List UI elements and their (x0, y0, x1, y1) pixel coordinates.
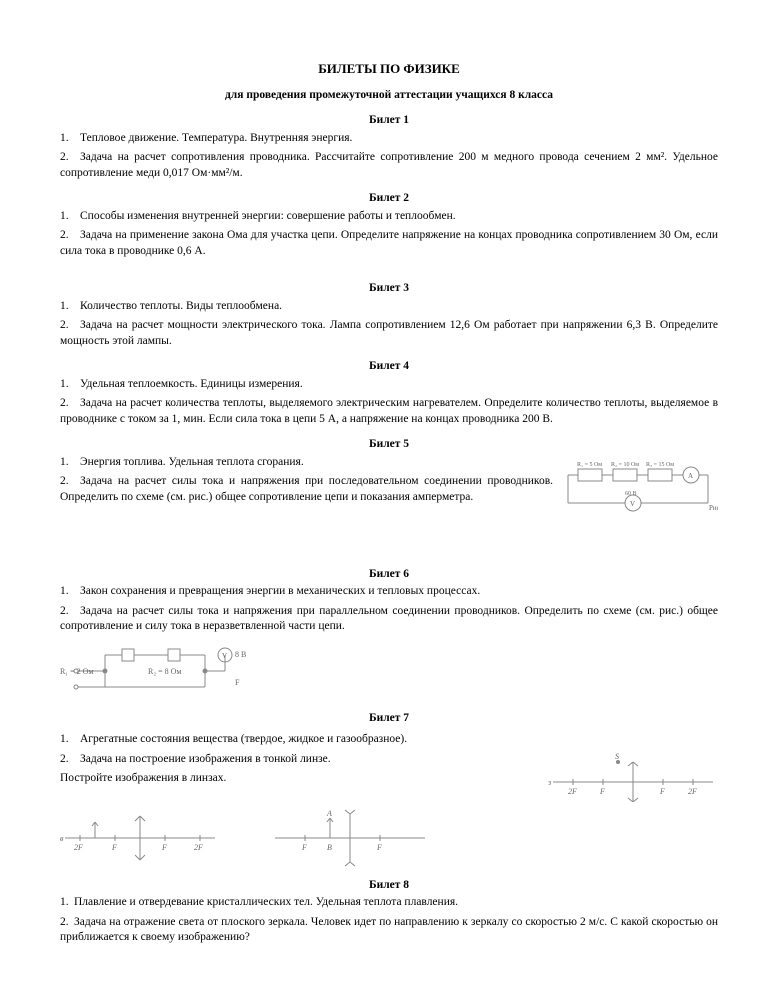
ticket-6-q1: 1.Закон сохранения и превращения энергии… (60, 584, 718, 600)
ticket-5-row: 1.Энергия топлива. Удельная теплота сгор… (60, 455, 718, 517)
item-text: Задача на расчет силы тока и напряжения … (60, 475, 553, 503)
ticket-7-q1: 1.Агрегатные состояния вещества (твердое… (60, 732, 718, 748)
document-page: БИЛЕТЫ ПО ФИЗИКЕ для проведения промежут… (0, 0, 768, 994)
item-number: 2. (60, 150, 80, 166)
series-circuit-diagram: R₁ = 5 Ом R₂ = 10 Ом R₃ = 15 Ом A V 60 В… (563, 455, 718, 517)
svg-text:B: B (327, 843, 332, 852)
ticket-6-q2: 2.Задача на расчет силы тока и напряжени… (60, 604, 718, 635)
caption: Рис. (709, 504, 718, 512)
ticket-7-row: 2.Задача на построение изображения в тон… (60, 752, 718, 802)
svg-text:2F: 2F (568, 787, 577, 796)
ticket-4-q2: 2.Задача на расчет количества теплоты, в… (60, 396, 718, 427)
item-number: 2. (60, 474, 80, 490)
parallel-circuit-diagram: R₁ = 2 Ом R₂ = 8 Ом V 8 В F (60, 641, 718, 701)
item-number: 1. (60, 209, 80, 225)
v-label: 8 В (235, 650, 246, 659)
svg-text:F: F (659, 787, 665, 796)
svg-text:A: A (688, 472, 693, 480)
lens-diagram-2: A B F F (270, 808, 430, 868)
item-text: Задача на расчет сопротивления проводник… (60, 151, 718, 179)
item-text: Энергия топлива. Удельная теплота сгоран… (80, 456, 304, 468)
r2-label: R₂ = 8 Ом (148, 667, 181, 676)
item-number: 1. (60, 299, 80, 315)
ticket-2-q1: 1.Способы изменения внутренней энергии: … (60, 209, 718, 225)
r2-label: R₂ = 10 Ом (611, 462, 639, 468)
svg-text:F: F (376, 843, 382, 852)
ticket-1-header: Билет 1 (60, 113, 718, 129)
item-text: Тепловое движение. Температура. Внутренн… (80, 132, 352, 144)
ticket-4-header: Билет 4 (60, 359, 718, 375)
item-text: Задача на применение закона Ома для учас… (60, 229, 718, 257)
item-text: Задача на расчет количества теплоты, выд… (60, 397, 718, 425)
item-number: 2. (60, 228, 80, 244)
svg-text:A: A (326, 809, 332, 818)
item-number: 2. (60, 318, 80, 334)
ticket-8-header: Билет 8 (60, 878, 718, 894)
svg-text:F: F (301, 843, 307, 852)
item-number: 2. (60, 915, 74, 931)
ticket-6-header: Билет 6 (60, 567, 718, 583)
ticket-8-q1: 1.Плавление и отвердевание кристаллическ… (60, 895, 718, 911)
item-text: Способы изменения внутренней энергии: со… (80, 210, 456, 222)
item-number: 1. (60, 584, 80, 600)
svg-text:F: F (111, 843, 117, 852)
item-number: 1. (60, 131, 80, 147)
lens-diagram-3: S 2F F F 2F з (548, 752, 718, 802)
svg-text:в: в (60, 834, 64, 843)
ticket-5-q2: 2.Задача на расчет силы тока и напряжени… (60, 474, 553, 505)
svg-text:S: S (615, 752, 619, 761)
svg-text:2F: 2F (688, 787, 697, 796)
r3-label: R₃ = 15 Ом (646, 462, 674, 468)
item-number: 1. (60, 455, 80, 471)
ticket-2-header: Билет 2 (60, 191, 718, 207)
page-subtitle: для проведения промежуточной аттестации … (60, 88, 718, 104)
r1-label: R₁ = 2 Ом (60, 667, 93, 676)
ticket-3-header: Билет 3 (60, 281, 718, 297)
svg-text:2F: 2F (74, 843, 83, 852)
ticket-4-q1: 1.Удельная теплоемкость. Единицы измерен… (60, 377, 718, 393)
item-number: 1. (60, 895, 74, 911)
item-text: Задача на расчет мощности электрического… (60, 319, 718, 347)
page-title: БИЛЕТЫ ПО ФИЗИКЕ (60, 60, 718, 78)
svg-text:2F: 2F (194, 843, 203, 852)
v-label: 60 В (625, 491, 637, 497)
item-number: 1. (60, 732, 80, 748)
ticket-7-q2: 2.Задача на построение изображения в тон… (60, 752, 538, 768)
item-number: 1. (60, 377, 80, 393)
ticket-5-q1: 1.Энергия топлива. Удельная теплота сгор… (60, 455, 553, 471)
svg-text:V: V (630, 500, 635, 508)
ticket-7-header: Билет 7 (60, 711, 718, 727)
item-text: Удельная теплоемкость. Единицы измерения… (80, 378, 303, 390)
svg-text:з: з (548, 778, 551, 787)
ticket-1-q2: 2.Задача на расчет сопротивления проводн… (60, 150, 718, 181)
item-text: Задача на построение изображения в тонко… (80, 753, 331, 765)
item-number: 2. (60, 752, 80, 768)
lens-diagram-1: в 2F F F 2F (60, 808, 220, 868)
ticket-1-q1: 1.Тепловое движение. Температура. Внутре… (60, 131, 718, 147)
svg-text:V: V (222, 652, 227, 660)
svg-text:F: F (599, 787, 605, 796)
ticket-5-header: Билет 5 (60, 437, 718, 453)
item-number: 2. (60, 604, 80, 620)
ticket-2-q2: 2.Задача на применение закона Ома для уч… (60, 228, 718, 259)
svg-text:F: F (161, 843, 167, 852)
ticket-3-q1: 1.Количество теплоты. Виды теплообмена. (60, 299, 718, 315)
ticket-7-q2b: Постройте изображения в линзах. (60, 771, 538, 787)
item-text: Задача на расчет силы тока и напряжения … (60, 605, 718, 633)
lens-diagrams-row: в 2F F F 2F (60, 808, 718, 868)
item-text: Задача на отражение света от плоского зе… (60, 916, 718, 944)
ticket-3-q2: 2.Задача на расчет мощности электрическо… (60, 318, 718, 349)
item-text: Агрегатные состояния вещества (твердое, … (80, 733, 407, 745)
item-text: Плавление и отвердевание кристаллических… (74, 896, 458, 908)
item-text: Количество теплоты. Виды теплообмена. (80, 300, 282, 312)
r1-label: R₁ = 5 Ом (577, 462, 602, 468)
item-number: 2. (60, 396, 80, 412)
ticket-8-q2: 2.Задача на отражение света от плоского … (60, 915, 718, 946)
item-text: Закон сохранения и превращения энергии в… (80, 585, 480, 597)
f-label: F (235, 678, 240, 687)
